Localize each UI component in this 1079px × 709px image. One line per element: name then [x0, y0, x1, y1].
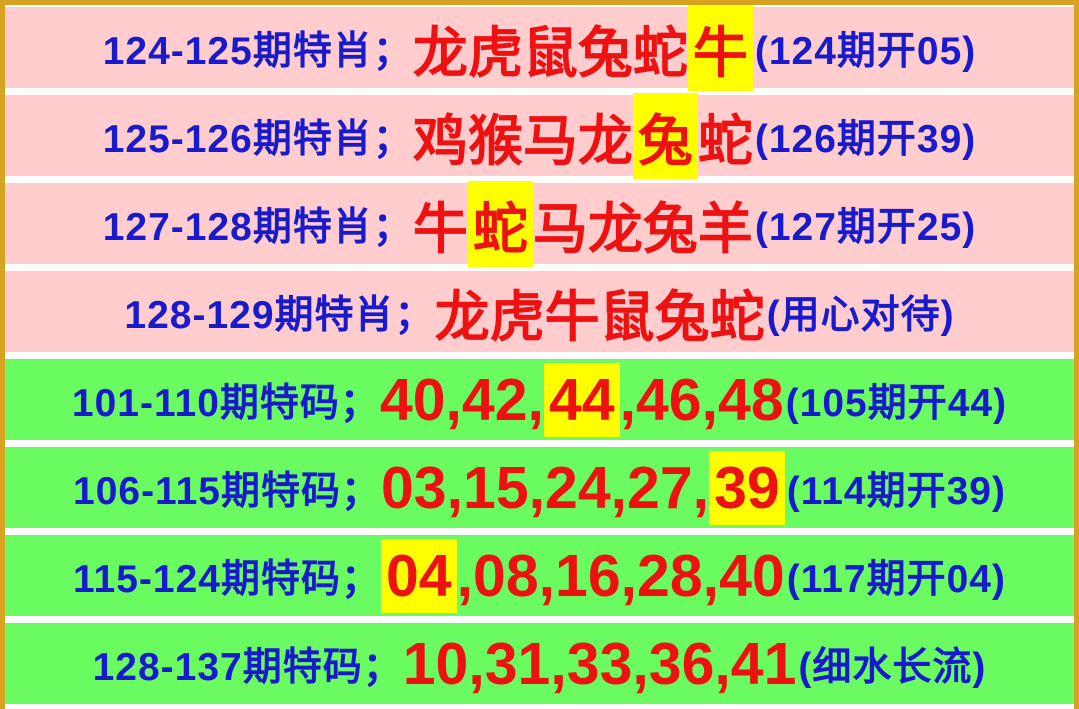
result-note: (124期开05): [754, 29, 977, 73]
period-label: 115-124期特码；: [73, 557, 381, 601]
picks-pre: 40,42,: [379, 366, 544, 433]
picks-post: ,46,48: [619, 366, 784, 433]
picks-text: 03,15,24,27,39: [380, 450, 785, 525]
picks-text: 牛蛇马龙兔羊: [412, 180, 753, 267]
picks-text: 龙虎鼠兔蛇牛: [412, 4, 753, 91]
highlighted-pick: 牛: [687, 4, 753, 91]
prediction-row-zodiac-124-125: 124-125期特肖； 龙虎鼠兔蛇牛 (124期开05): [5, 4, 1074, 91]
picks-pre: 03,15,24,27,: [380, 454, 710, 521]
picks-text: 10,31,33,36,41: [403, 630, 797, 698]
prediction-row-zodiac-128-129: 128-129期特肖； 龙虎牛鼠兔蛇 (用心对待): [5, 271, 1074, 352]
highlighted-pick: 蛇: [467, 180, 533, 267]
highlighted-pick: 04: [380, 538, 457, 613]
picks-text: 40,42,44,46,48: [379, 362, 784, 437]
highlighted-pick: 兔: [632, 92, 698, 179]
result-note: (105期开44): [785, 381, 1008, 425]
highlighted-pick: 44: [543, 362, 620, 437]
result-note: (用心对待): [766, 293, 955, 337]
picks-pre: 龙虎鼠兔蛇: [412, 21, 688, 84]
period-label: 127-128期特肖；: [102, 205, 413, 249]
picks-post: 马龙兔羊: [532, 197, 753, 260]
picks-pre: 龙虎牛鼠兔蛇: [434, 285, 765, 348]
picks-text: 04,08,16,28,40: [380, 538, 785, 613]
prediction-row-number-106-115: 106-115期特码； 03,15,24,27,39 (114期开39): [5, 447, 1074, 528]
period-label: 128-137期特码；: [92, 645, 403, 689]
period-label: 128-129期特肖；: [124, 293, 435, 337]
result-note: (细水长流): [798, 645, 987, 689]
result-note: (117期开04): [786, 557, 1006, 601]
highlighted-pick: 39: [709, 450, 785, 525]
period-label: 125-126期特肖；: [102, 117, 413, 161]
prediction-row-number-101-110: 101-110期特码； 40,42,44,46,48 (105期开44): [5, 359, 1074, 440]
picks-text: 鸡猴马龙兔蛇: [412, 92, 753, 179]
period-label: 101-110期特码；: [71, 381, 380, 425]
prediction-row-number-115-124: 115-124期特码； 04,08,16,28,40 (117期开04): [5, 535, 1074, 616]
prediction-row-number-128-137: 128-137期特码； 10,31,33,36,41 (细水长流): [5, 623, 1074, 704]
period-label: 124-125期特肖；: [102, 29, 413, 73]
picks-post: ,08,16,28,40: [456, 542, 785, 609]
result-note: (126期开39): [754, 117, 977, 161]
result-note: (127期开25): [754, 205, 977, 249]
period-label: 106-115期特码；: [73, 469, 381, 513]
picks-pre: 鸡猴马龙: [412, 109, 633, 172]
picks-text: 龙虎牛鼠兔蛇: [435, 272, 765, 352]
result-note: (114期开39): [786, 469, 1006, 513]
picks-pre: 牛: [412, 197, 468, 260]
prediction-row-zodiac-125-126: 125-126期特肖； 鸡猴马龙兔蛇 (126期开39): [5, 92, 1074, 179]
picks-post: 蛇: [697, 109, 753, 172]
picks-pre: 10,31,33,36,41: [402, 630, 797, 697]
prediction-row-zodiac-127-128: 127-128期特肖； 牛蛇马龙兔羊 (127期开25): [5, 180, 1074, 267]
